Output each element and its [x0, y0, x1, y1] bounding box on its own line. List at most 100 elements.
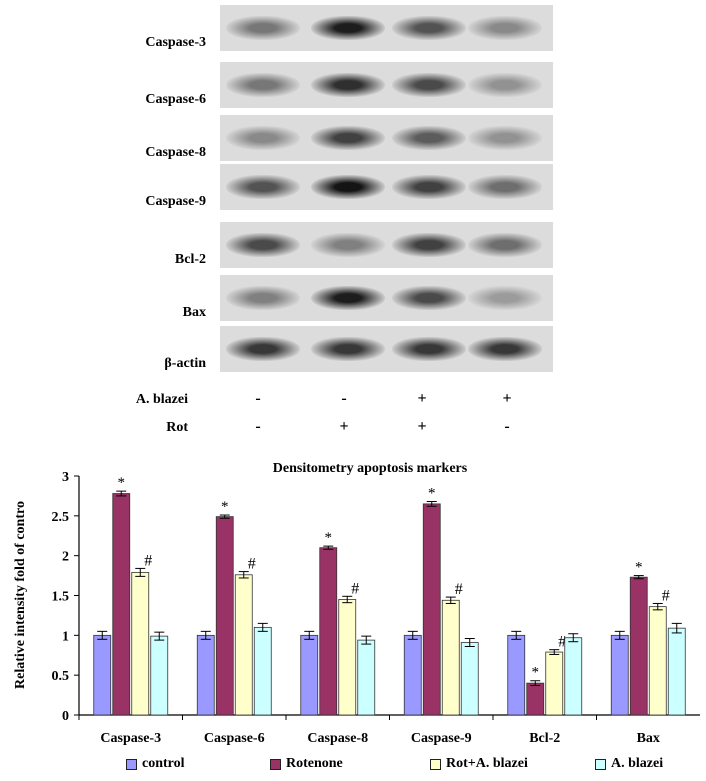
blot-strip — [220, 222, 553, 268]
blot-strip — [220, 326, 553, 372]
blot-band — [226, 16, 300, 40]
legend-label: A. blazei — [611, 756, 664, 771]
blot-band — [392, 286, 466, 310]
bar — [422, 503, 441, 716]
significance-hash: # — [455, 581, 463, 598]
x-tick-label: Caspase-3 — [100, 731, 161, 746]
significance-hash: # — [351, 580, 359, 597]
blot-band — [392, 175, 466, 199]
x-tick-label: Bcl-2 — [529, 731, 560, 746]
treatment-minus: - — [341, 390, 347, 407]
bar — [526, 682, 545, 716]
y-tick-label: 0 — [62, 709, 69, 724]
bar — [338, 599, 357, 716]
bar — [629, 576, 648, 716]
legend-item: control — [126, 756, 185, 772]
blot-strip — [220, 115, 553, 161]
blot-band — [311, 16, 385, 40]
bar — [610, 634, 629, 716]
bar — [545, 651, 564, 716]
blot-band — [468, 126, 542, 150]
significance-star: * — [118, 475, 126, 491]
significance-hash: # — [558, 634, 566, 651]
chart-title: Densitometry apoptosis markers — [273, 461, 468, 476]
significance-star: * — [635, 560, 643, 576]
western-blot-panel: Caspase-3 Caspase-6 Caspase-8 Caspase-9 Bcl-… — [135, 5, 553, 435]
legend-item: Rotenone — [270, 756, 343, 772]
treatment-minus: - — [255, 418, 261, 435]
bar — [150, 635, 169, 716]
legend-label: Rotenone — [286, 756, 343, 771]
treatment-plus: + — [502, 390, 512, 407]
x-tick-label: Caspase-6 — [204, 731, 265, 746]
blot-band — [392, 16, 466, 40]
bar — [196, 634, 215, 716]
legend-item: A. blazei — [595, 756, 663, 772]
bar — [93, 634, 112, 716]
significance-hash: # — [248, 556, 256, 573]
treatment-plus: + — [417, 390, 427, 407]
bar — [460, 642, 479, 716]
bar — [667, 627, 686, 716]
y-tick-label: 3 — [62, 470, 69, 485]
treatment-plus: + — [417, 418, 427, 435]
blot-row-label: Bcl-2 — [174, 252, 206, 267]
significance-star: * — [325, 530, 333, 546]
bar — [441, 599, 460, 716]
blot-row-label: Caspase-8 — [145, 145, 206, 160]
blot-band — [226, 175, 300, 199]
legend-swatch — [270, 758, 281, 770]
treatment-label: A. blazei — [135, 392, 188, 407]
y-tick-label: 1.5 — [52, 590, 70, 605]
blot-band — [468, 73, 542, 97]
significance-star: * — [428, 485, 436, 501]
x-tick-label: Caspase-9 — [411, 731, 472, 746]
legend-label: Rot+A. blazei — [446, 756, 528, 771]
blot-band — [226, 73, 300, 97]
chart-legend: control Rotenone Rot+A. blazei A. blazei — [0, 756, 706, 778]
bar — [507, 634, 526, 716]
blot-row-label: β-actin — [164, 356, 206, 371]
blot-band — [468, 16, 542, 40]
bar — [112, 493, 131, 716]
treatment-label: Rot — [166, 420, 188, 435]
significance-star: * — [532, 665, 540, 681]
blot-band — [468, 233, 542, 257]
bar — [131, 571, 150, 716]
treatment-minus: - — [504, 418, 510, 435]
bar — [564, 637, 583, 716]
y-axis-label: Relative intensity fold of contro — [13, 501, 28, 689]
bar — [648, 606, 667, 716]
bar — [300, 634, 319, 716]
legend-label: control — [142, 756, 185, 771]
y-tick-label: 2 — [62, 550, 69, 565]
x-tick-label: Caspase-8 — [307, 731, 368, 746]
blot-strip — [220, 62, 553, 108]
blot-band — [226, 337, 300, 361]
bar — [253, 626, 272, 716]
bar — [403, 634, 422, 716]
blot-row-label: Caspase-3 — [145, 35, 206, 50]
legend-item: Rot+A. blazei — [430, 756, 528, 772]
blot-band — [226, 233, 300, 257]
bar — [234, 574, 253, 716]
blot-band — [468, 286, 542, 310]
y-tick-label: 1 — [62, 629, 69, 644]
y-tick-label: 2.5 — [52, 510, 70, 525]
blot-band — [311, 126, 385, 150]
plot-area: 0 0.5 1 1.5 2 2.5 3 Caspase-3 * # Caspase-6 * # Caspa… — [52, 470, 700, 746]
blot-strip — [220, 275, 553, 321]
blot-band — [311, 73, 385, 97]
blot-band — [311, 175, 385, 199]
blot-row-label: Bax — [182, 305, 206, 320]
significance-hash: # — [662, 587, 670, 604]
densitometry-chart: Densitometry apoptosis markers Relative … — [13, 461, 700, 746]
legend-swatch — [595, 758, 606, 770]
legend-swatch — [430, 758, 441, 770]
blot-strip — [220, 164, 553, 210]
blot-band — [226, 126, 300, 150]
bar — [319, 547, 338, 716]
significance-star: * — [221, 499, 229, 515]
legend-swatch — [126, 758, 137, 770]
bar — [357, 639, 376, 716]
